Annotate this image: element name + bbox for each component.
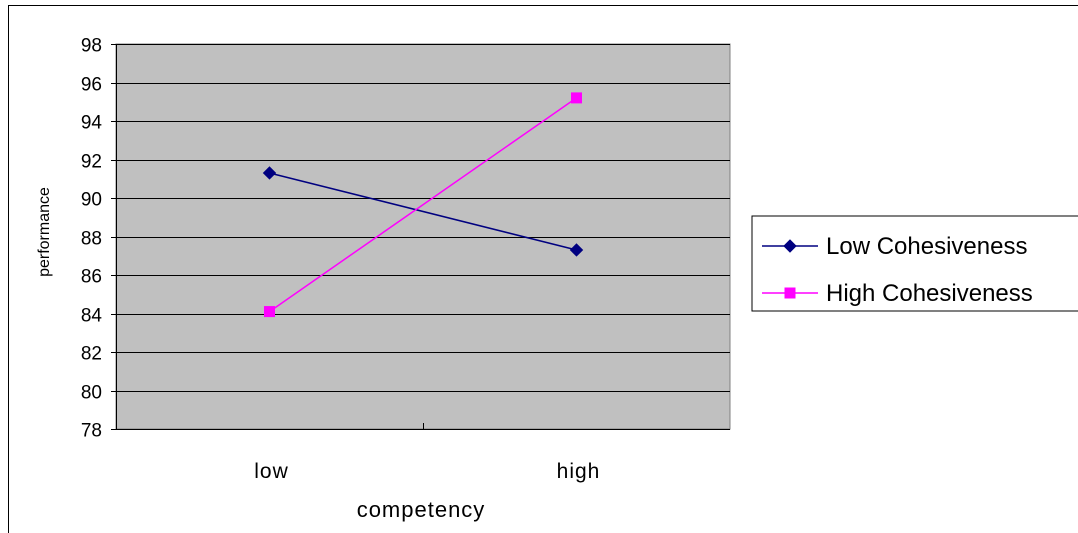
data-point [262,166,277,180]
y-tick-label: 94 [81,113,103,134]
gridlines [116,44,730,392]
data-point [569,243,584,257]
y-tick-label: 96 [81,75,102,96]
x-tick-label: low [254,460,289,483]
y-tick-label: 92 [81,152,102,173]
series-2 [264,92,582,318]
y-tick-label: 90 [81,190,102,211]
y-tick-label: 80 [81,383,102,404]
y-tick-labels: 78 80 82 84 86 88 90 92 94 96 98 [81,36,103,442]
x-tick-label: high [557,460,601,483]
series-line [269,97,577,313]
y-axis-label: performance [36,187,53,277]
series-line [269,172,577,251]
legend-marker [784,287,796,299]
axes [111,44,730,430]
series-lines [262,92,584,318]
data-point [571,92,582,104]
series-1 [262,166,584,257]
y-tick-label: 84 [81,306,103,327]
y-tick-label: 78 [81,421,102,442]
legend-marker [783,239,797,253]
data-point [264,306,275,318]
x-axis-label: competency [357,497,486,522]
y-tick-label: 98 [81,36,102,57]
y-tick-label: 88 [81,229,102,250]
legend-label: Low Cohesiveness [826,233,1027,260]
legend-label: High Cohesiveness [826,280,1033,307]
legend: Low Cohesiveness High Cohesiveness [751,215,1078,312]
y-tick-label: 86 [81,267,102,288]
plot-area [115,43,731,430]
x-tick-labels: low high [254,460,601,483]
y-tick-label: 82 [81,344,102,365]
legend-box [751,215,1078,312]
